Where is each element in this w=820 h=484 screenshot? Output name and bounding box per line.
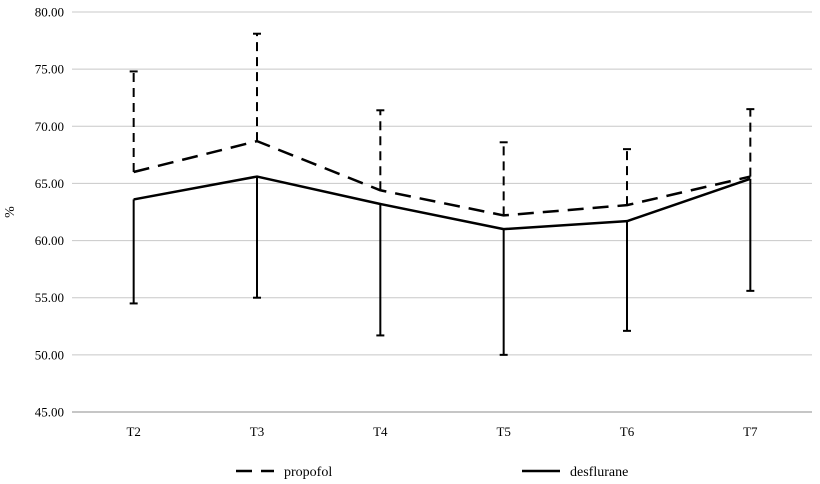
x-tick-label: T5 bbox=[496, 424, 510, 439]
y-tick-label: 70.00 bbox=[35, 119, 64, 134]
legend-label-propofol: propofol bbox=[284, 465, 332, 480]
y-axis-label: % bbox=[3, 206, 18, 218]
legend-label-desflurane: desflurane bbox=[570, 465, 628, 480]
series-line-desflurane bbox=[133, 175, 751, 231]
legend: propofol desflurane bbox=[236, 465, 628, 480]
axes: 45.00 50.00 55.00 60.00 65.00 70.00 75.00 80.00… bbox=[35, 5, 812, 439]
x-tick-label: T4 bbox=[373, 424, 388, 439]
error-bars bbox=[129, 32, 755, 356]
gridlines bbox=[72, 11, 812, 356]
y-tick-label: 60.00 bbox=[35, 233, 64, 248]
x-tick-label: T7 bbox=[743, 424, 758, 439]
series-line-propofol bbox=[133, 139, 751, 217]
y-tick-label: 55.00 bbox=[35, 290, 64, 305]
y-tick-label: 80.00 bbox=[35, 5, 64, 20]
x-tick-label: T6 bbox=[620, 424, 635, 439]
x-tick-label: T2 bbox=[126, 424, 140, 439]
x-tick-label: T3 bbox=[250, 424, 264, 439]
y-tick-label: 45.00 bbox=[35, 405, 64, 420]
y-tick-label: 75.00 bbox=[35, 62, 64, 77]
y-tick-label: 65.00 bbox=[35, 176, 64, 191]
y-tick-label: 50.00 bbox=[35, 347, 64, 362]
series-lines bbox=[133, 139, 751, 231]
